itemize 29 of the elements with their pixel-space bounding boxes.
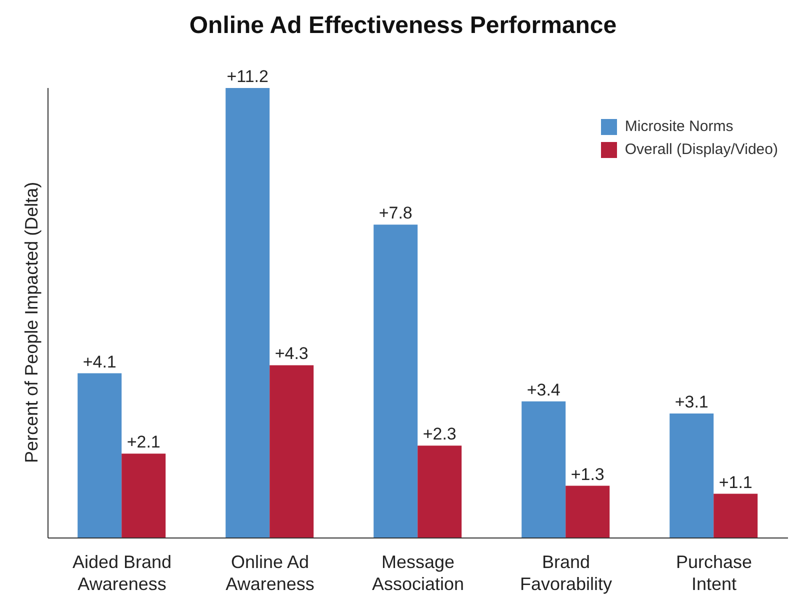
bar — [418, 446, 462, 538]
data-label: +2.1 — [126, 432, 160, 452]
bar — [522, 401, 566, 538]
bar — [566, 486, 610, 538]
x-tick-label: Brand Favorability — [520, 552, 612, 594]
data-label: +4.3 — [274, 344, 308, 364]
x-tick-label: Message Association — [372, 552, 464, 594]
bar — [374, 224, 418, 538]
bar — [226, 88, 270, 538]
legend-label: Microsite Norms — [624, 118, 734, 135]
bar — [270, 365, 314, 538]
bar — [670, 413, 714, 538]
x-tick-label: Purchase Intent — [676, 552, 752, 594]
legend-label: Overall (Display/Video) — [624, 141, 778, 158]
x-tick-label: Online Ad Awareness — [226, 552, 314, 594]
chart-title: Online Ad Effectiveness Performance — [188, 11, 618, 41]
data-label: +3.4 — [526, 380, 560, 400]
data-label: +1.1 — [718, 472, 752, 492]
y-axis-title: Percent of People Impacted (Delta) — [21, 182, 42, 463]
bar — [122, 454, 166, 538]
data-label: +7.8 — [378, 204, 412, 223]
bar — [714, 494, 758, 538]
bar — [78, 373, 122, 538]
data-label: +4.1 — [82, 352, 116, 372]
data-label: +11.2 — [226, 67, 268, 86]
data-label: +2.3 — [422, 424, 456, 444]
data-label: +1.3 — [570, 464, 604, 484]
data-label: +3.1 — [674, 392, 708, 412]
x-tick-label: Aided Brand Awareness — [72, 552, 172, 594]
